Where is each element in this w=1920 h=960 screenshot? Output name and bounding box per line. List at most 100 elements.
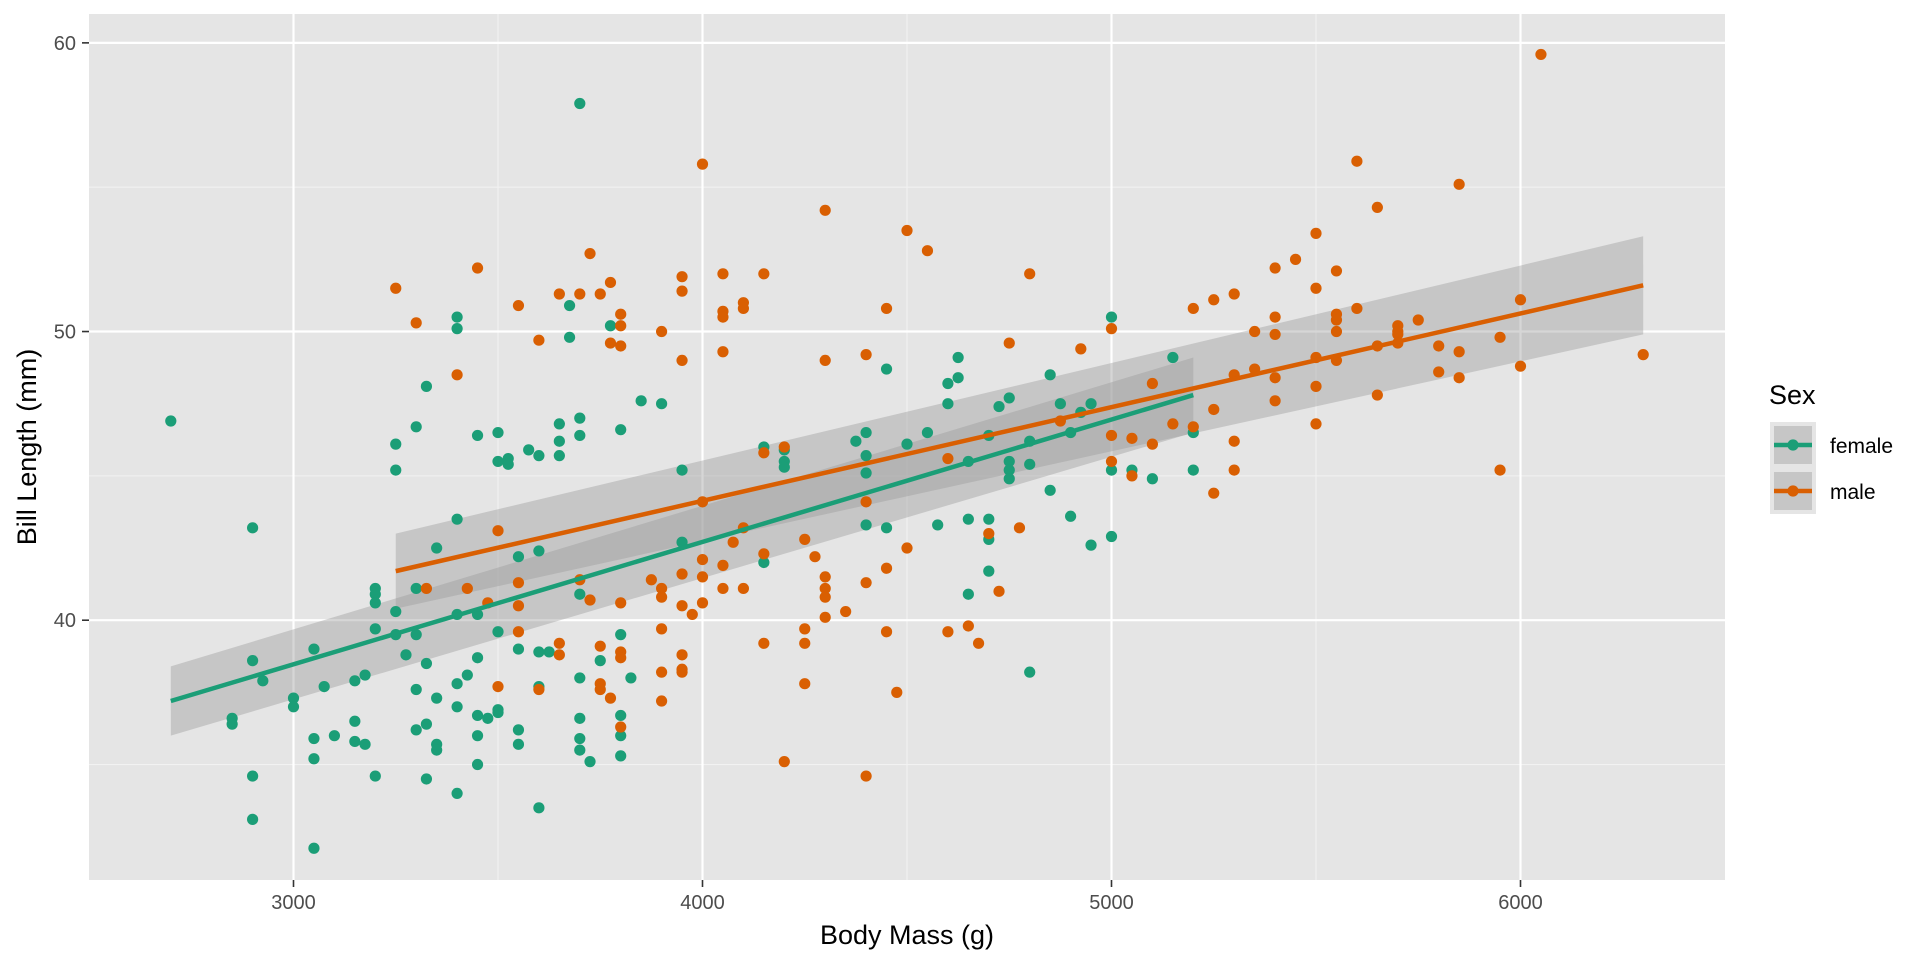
data-point-male: [1514, 294, 1527, 306]
data-point-female: [1024, 458, 1036, 470]
data-point-female: [308, 753, 320, 765]
data-point-male: [1269, 372, 1281, 384]
data-point-female: [942, 398, 954, 410]
data-point-female: [1085, 398, 1097, 410]
data-point-male: [553, 649, 565, 661]
data-point-female: [615, 750, 627, 762]
data-point-male: [1249, 325, 1261, 338]
data-point-female: [574, 732, 586, 745]
data-point-female: [921, 426, 934, 439]
trend-lines: [170, 283, 1644, 704]
data-point-female: [860, 450, 872, 462]
data-point-male: [686, 608, 698, 621]
data-point-female: [1024, 666, 1036, 678]
data-point-female: [962, 513, 974, 525]
data-point-female: [574, 429, 586, 442]
data-point-male: [656, 695, 668, 707]
data-point-male: [584, 594, 596, 606]
data-point-male: [1412, 314, 1424, 326]
data-point-male: [737, 302, 750, 315]
data-point-female: [1085, 539, 1097, 551]
data-point-female: [574, 712, 586, 724]
data-point-female: [574, 744, 586, 756]
data-point-female: [901, 438, 913, 450]
data-point-female: [349, 675, 361, 687]
data-point-male: [390, 282, 402, 294]
data-point-male: [1433, 340, 1445, 352]
data-point-female: [1003, 392, 1015, 404]
data-point-male: [615, 320, 627, 332]
data-point-male: [717, 346, 729, 358]
data-point-male: [604, 276, 617, 289]
data-point-female: [400, 649, 412, 661]
data-point-male: [656, 623, 668, 635]
data-point-female: [369, 597, 381, 609]
data-point-female: [431, 692, 443, 704]
data-point-male: [758, 548, 770, 560]
data-point-female: [533, 646, 545, 658]
data-point-female: [390, 438, 402, 450]
y-tick-label: 50: [54, 322, 76, 344]
data-point-male: [615, 340, 627, 352]
data-point-female: [451, 323, 463, 335]
data-point-male: [819, 354, 831, 366]
data-point-female: [451, 701, 463, 713]
data-point-female: [471, 709, 484, 722]
data-point-female: [471, 758, 484, 771]
data-point-female: [553, 418, 565, 430]
data-point-male: [737, 582, 750, 595]
data-point-female: [247, 813, 259, 825]
data-point-male: [921, 245, 934, 257]
data-point-female: [359, 669, 371, 681]
major-gridlines: [89, 14, 1725, 880]
data-point-female: [635, 395, 647, 407]
data-point-female: [451, 513, 463, 525]
data-point-female: [410, 724, 422, 736]
data-point-male: [1167, 418, 1179, 430]
data-point-female: [226, 718, 238, 730]
data-point-male: [604, 337, 617, 349]
data-point-male: [594, 288, 606, 300]
data-point-female: [390, 605, 402, 618]
data-point-male: [512, 626, 525, 638]
data-point-male: [1433, 366, 1445, 378]
data-point-female: [1003, 455, 1015, 468]
x-tick-label: 3000: [271, 892, 316, 914]
data-point-male: [1310, 227, 1322, 239]
data-point-female: [1044, 369, 1056, 381]
data-point-male: [901, 542, 913, 554]
data-point-female: [492, 706, 504, 719]
data-point-female: [543, 646, 555, 658]
data-point-female: [451, 678, 463, 690]
data-point-male: [942, 452, 954, 465]
data-point-male: [676, 271, 688, 283]
data-point-male: [676, 354, 688, 366]
data-point-male: [656, 582, 668, 595]
legend-label-female: female: [1830, 435, 1893, 458]
data-point-female: [574, 412, 586, 424]
legend-key-point: [1787, 485, 1799, 497]
data-point-female: [471, 730, 484, 742]
data-point-female: [328, 730, 340, 742]
data-point-male: [942, 626, 954, 638]
data-point-female: [512, 551, 525, 563]
data-point-male: [676, 649, 688, 661]
data-point-male: [1453, 178, 1465, 190]
data-point-male: [1105, 429, 1118, 442]
data-point-female: [962, 588, 974, 600]
data-point-female: [604, 320, 617, 332]
data-point-female: [318, 680, 330, 693]
data-point-male: [584, 247, 596, 260]
data-point-male: [860, 577, 872, 589]
data-point-female: [1065, 510, 1077, 522]
data-point-female: [1044, 484, 1056, 496]
axis-ticks: [82, 42, 1522, 887]
data-point-female: [860, 426, 872, 439]
data-point-male: [1187, 302, 1199, 315]
data-point-female: [1054, 398, 1066, 410]
data-point-female: [451, 311, 463, 323]
data-point-female: [420, 657, 433, 670]
data-point-male: [1146, 438, 1158, 450]
data-point-male: [1310, 282, 1322, 294]
data-point-female: [676, 464, 688, 476]
